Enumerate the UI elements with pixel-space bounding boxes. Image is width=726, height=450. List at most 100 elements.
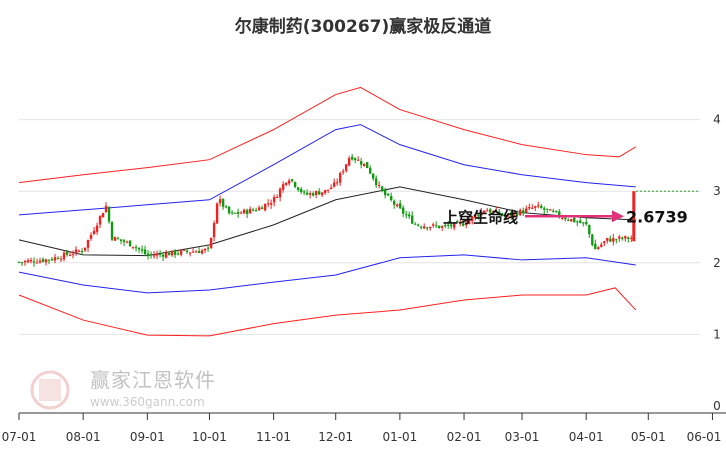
x-tick-label: 11-01 xyxy=(256,430,291,444)
candle-body xyxy=(299,189,303,193)
candle-body xyxy=(531,207,534,209)
candle-body xyxy=(525,208,528,213)
candle-body xyxy=(546,208,549,210)
candle-body xyxy=(26,260,30,263)
candle-body xyxy=(323,189,327,193)
candle-body xyxy=(149,254,153,256)
candle-body xyxy=(92,230,96,234)
candle-body xyxy=(86,239,90,248)
candle-body xyxy=(266,203,270,205)
candle-body xyxy=(453,222,456,228)
candle-body xyxy=(95,225,99,232)
candle-body xyxy=(71,254,75,256)
candle-body xyxy=(543,208,546,210)
candle-body xyxy=(474,214,477,218)
candle-body xyxy=(77,250,81,252)
watermark-seal xyxy=(30,370,70,414)
candle-body xyxy=(597,247,600,250)
candle-body xyxy=(630,237,633,239)
candle-body xyxy=(233,212,237,214)
candle-body xyxy=(579,220,582,223)
candle-body xyxy=(447,224,450,226)
candle-body xyxy=(567,219,570,221)
x-tick-label: 10-01 xyxy=(192,430,227,444)
candle-body xyxy=(110,222,114,240)
candle-body xyxy=(471,216,474,221)
candle-body xyxy=(209,237,213,249)
candle-body xyxy=(32,261,36,263)
candle-body xyxy=(477,215,480,217)
candle-body xyxy=(59,258,63,260)
candle-body xyxy=(585,222,588,225)
candle-body xyxy=(338,173,342,183)
candle-body xyxy=(239,212,243,214)
candle-body xyxy=(101,213,105,218)
candle-body xyxy=(263,203,267,211)
candle-body xyxy=(185,250,189,252)
candle-body xyxy=(275,196,279,198)
candle-body xyxy=(401,207,405,214)
candle-body xyxy=(552,210,555,212)
candle-body xyxy=(158,253,162,255)
candle-body xyxy=(486,210,489,212)
candle-body xyxy=(74,249,78,254)
red-lower-band xyxy=(18,287,637,337)
candle-body xyxy=(416,224,420,226)
candle-body xyxy=(137,247,141,250)
candle-body xyxy=(383,190,387,196)
candle-body xyxy=(164,252,168,258)
candle-body xyxy=(465,224,468,226)
candle-body xyxy=(576,221,579,223)
candle-body xyxy=(537,205,540,207)
candle-body xyxy=(450,224,453,227)
candle-body xyxy=(17,261,21,263)
candle-body xyxy=(38,260,42,263)
candle-body xyxy=(332,182,336,187)
candle-body xyxy=(609,238,612,242)
blue-upper-band xyxy=(18,124,636,216)
candle-body xyxy=(507,213,510,216)
candle-body xyxy=(122,240,126,243)
candle-body xyxy=(344,164,348,171)
candle-body xyxy=(314,191,318,196)
candle-body xyxy=(179,250,183,255)
candle-body xyxy=(41,259,45,262)
candle-body xyxy=(173,250,177,255)
candle-body xyxy=(462,223,465,226)
candle-body xyxy=(89,234,93,239)
candle-body xyxy=(555,210,558,212)
candle-body xyxy=(317,191,321,195)
candle-body xyxy=(492,211,495,213)
candle-body xyxy=(386,193,390,196)
candle-body xyxy=(468,220,471,224)
candle-body xyxy=(615,239,618,241)
candle-body xyxy=(83,247,87,251)
candle-body xyxy=(365,162,369,169)
candle-body xyxy=(116,238,120,240)
candle-body xyxy=(146,253,150,256)
candle-body xyxy=(459,222,462,224)
blue-lower-band xyxy=(18,254,636,294)
candle-body xyxy=(591,234,594,245)
candle-body xyxy=(302,191,306,193)
x-tick-label: 04-01 xyxy=(569,430,604,444)
candle-body xyxy=(444,225,447,227)
candle-body xyxy=(140,249,144,251)
candle-body xyxy=(438,225,441,229)
candle-body xyxy=(426,227,429,229)
candle-body xyxy=(350,156,354,160)
candle-body xyxy=(311,193,315,196)
watermark-url: www.360gann.com xyxy=(90,395,205,409)
candle-body xyxy=(392,200,396,205)
candle-body xyxy=(104,205,108,213)
candle-body xyxy=(134,247,138,249)
candle-body xyxy=(600,244,603,247)
candle-body xyxy=(498,211,501,215)
candle-body xyxy=(242,209,246,214)
candle-body xyxy=(435,225,438,227)
candle-body xyxy=(143,249,147,255)
candle-body xyxy=(456,220,459,222)
chart-title: 尔康制药(300267)赢家极反通道 xyxy=(234,17,492,37)
